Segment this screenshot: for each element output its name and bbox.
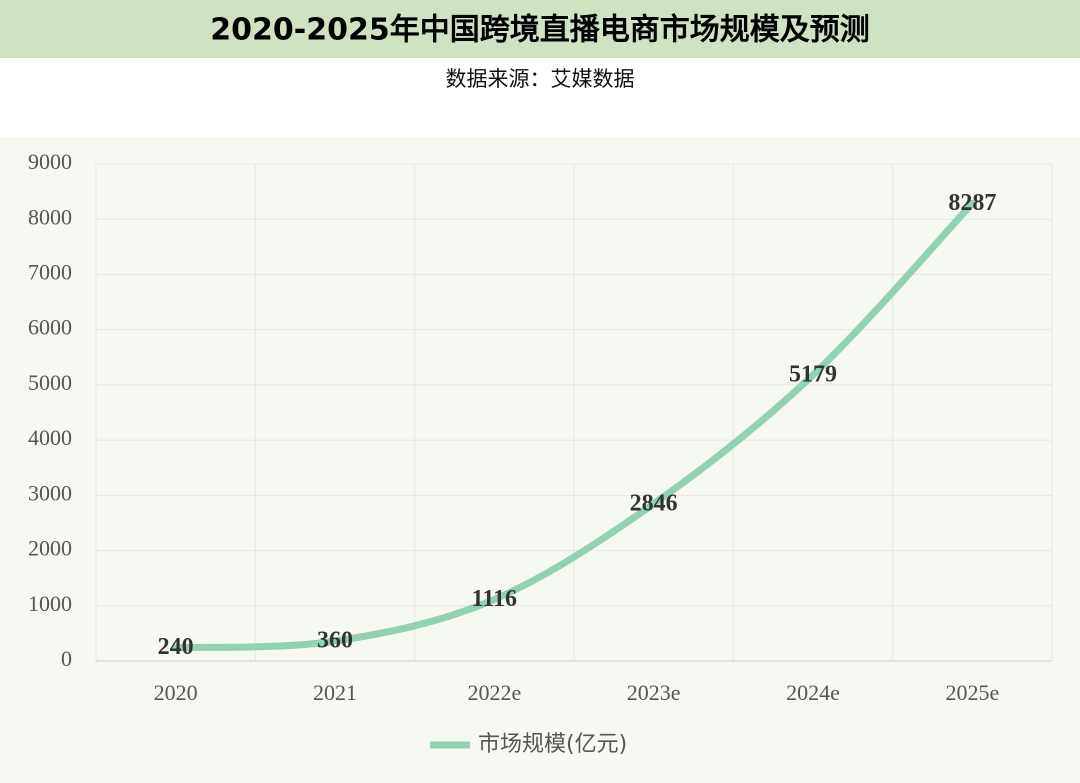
x-tick-label: 2020: [154, 680, 198, 705]
title-bar: [0, 0, 1080, 58]
data-label: 2846: [630, 490, 678, 516]
x-tick-label: 2023e: [627, 680, 681, 705]
x-tick-label: 2021: [313, 680, 357, 705]
x-tick-label: 2025e: [945, 680, 999, 705]
plot-background: [0, 137, 1080, 783]
legend-label: 市场规模(亿元): [478, 732, 627, 757]
y-tick-label: 9000: [28, 149, 72, 174]
data-label: 5179: [789, 362, 837, 388]
data-label: 240: [158, 634, 194, 660]
x-tick-label: 2022e: [467, 680, 521, 705]
chart-subtitle: 数据来源：艾媒数据: [446, 67, 635, 91]
x-tick-label: 2024e: [786, 680, 840, 705]
y-tick-label: 6000: [28, 315, 72, 340]
y-tick-label: 1000: [28, 591, 72, 616]
y-tick-label: 8000: [28, 204, 72, 229]
y-tick-label: 7000: [28, 259, 72, 284]
data-line: [172, 199, 976, 652]
y-tick-label: 5000: [28, 370, 72, 395]
data-label: 1116: [472, 586, 517, 612]
y-tick-label: 0: [61, 646, 72, 671]
chart-title: 2020-2025年中国跨境直播电商市场规模及预测: [210, 13, 869, 48]
y-tick-label: 4000: [28, 425, 72, 450]
data-label: 360: [317, 628, 353, 654]
y-tick-label: 3000: [28, 480, 72, 505]
y-tick-label: 2000: [28, 536, 72, 561]
data-label: 8287: [948, 190, 996, 216]
